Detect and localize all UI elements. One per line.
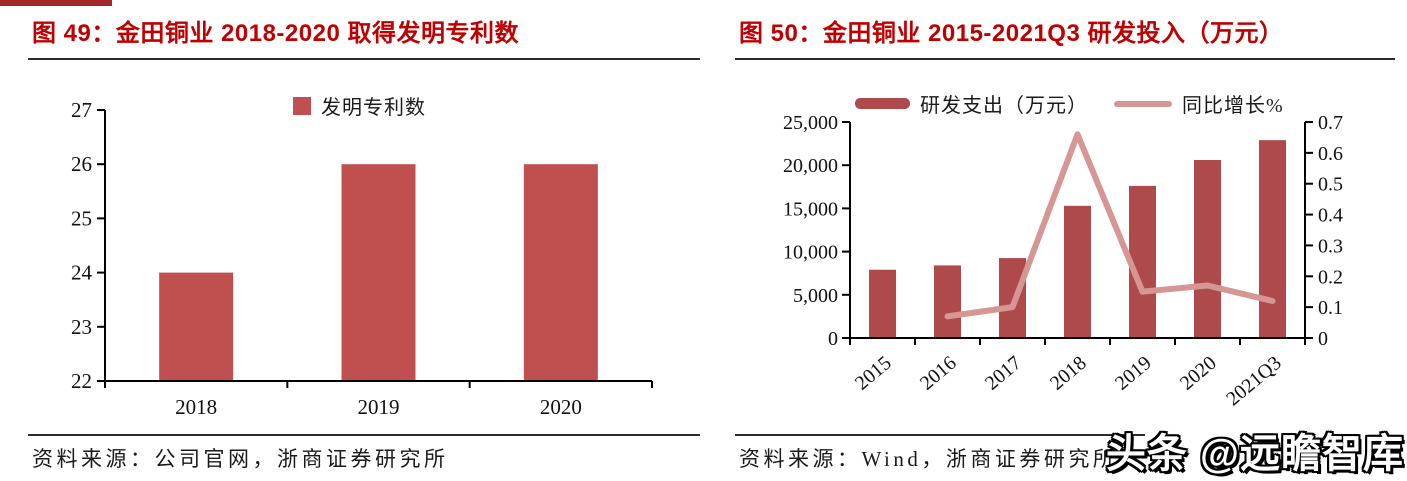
x-tick-label-2019: 2019 xyxy=(1111,352,1156,395)
y-tick-label-27: 27 xyxy=(71,98,92,122)
bar-2018 xyxy=(159,272,234,381)
bar-2018 xyxy=(1064,205,1091,338)
x-tick-label-2015: 2015 xyxy=(851,352,896,395)
x-tick-label-2017: 2017 xyxy=(981,352,1026,395)
figure-49-legend: 发明专利数 xyxy=(293,91,426,120)
rnd-bar-line-chart: 2015 2016 2017 2018 2019 2020 2021Q3 0 5,000 10,0… xyxy=(783,112,1343,410)
left-y-tick-label-10,000: 10,000 xyxy=(783,242,838,264)
figure-50-bottom-rule xyxy=(735,434,1145,436)
right-y-tick-label-0.7: 0.7 xyxy=(1318,112,1343,134)
figure-50-title: 图 50：金田铜业 2015-2021Q3 研发投入（万元） xyxy=(739,20,1284,47)
right-y-tick-label-0: 0 xyxy=(1318,328,1328,350)
growth-line-legend-label: 同比增长% xyxy=(1182,95,1284,117)
figure-50-title-rule xyxy=(735,58,1395,60)
watermark-toutiao-yuanzhan: 头条 @远瞻智库 xyxy=(1105,432,1404,476)
figure-50-legend: 研发支出（万元） 同比增长% xyxy=(855,89,1284,118)
x-tick-label-2020: 2020 xyxy=(540,395,582,419)
growth-line-legend-swatch xyxy=(1114,100,1172,107)
figure-49-bottom-rule xyxy=(28,434,700,436)
right-y-tick-label-0.2: 0.2 xyxy=(1318,266,1343,288)
figure-50-source: 资料来源：Wind，浙商证券研究所 xyxy=(739,447,1118,471)
left-y-tick-label-20,000: 20,000 xyxy=(783,155,838,177)
x-tick-label-2019: 2019 xyxy=(358,395,400,419)
figure-49: 图 49：金田铜业 2018-2020 取得发明专利数 发明专利数 2018 20… xyxy=(28,0,700,481)
left-y-tick-label-25,000: 25,000 xyxy=(783,112,838,134)
y-tick-label-22: 22 xyxy=(71,369,92,393)
bar-2020 xyxy=(523,164,598,381)
figure-49-title-rule xyxy=(28,58,700,60)
figure-49-title: 图 49：金田铜业 2018-2020 取得发明专利数 xyxy=(32,20,519,47)
right-y-tick-label-0.1: 0.1 xyxy=(1318,297,1343,319)
y-tick-label-24: 24 xyxy=(71,261,93,285)
patent-legend-label: 发明专利数 xyxy=(321,97,426,119)
bar-2020 xyxy=(1194,160,1221,338)
bar-2015 xyxy=(869,269,896,338)
y-tick-label-23: 23 xyxy=(71,315,92,339)
patent-bar-chart: 2018 2019 2020 22 23 24 25 26 27 xyxy=(71,98,653,419)
x-tick-label-2020: 2020 xyxy=(1176,352,1221,395)
patent-bar-legend-swatch xyxy=(293,96,311,115)
y-tick-label-25: 25 xyxy=(71,206,92,230)
rnd-spend-legend-label: 研发支出（万元） xyxy=(920,95,1088,117)
right-y-tick-label-0.5: 0.5 xyxy=(1318,174,1343,196)
growth-rate-line xyxy=(944,131,1276,320)
page-top-red-bar xyxy=(0,0,112,6)
left-y-tick-label-5,000: 5,000 xyxy=(793,285,838,307)
figure-49-source: 资料来源：公司官网，浙商证券研究所 xyxy=(32,447,449,471)
bar-2016 xyxy=(934,265,961,338)
bar-2019 xyxy=(1129,185,1156,338)
figure-50: 图 50：金田铜业 2015-2021Q3 研发投入（万元） 研发支出（万元） … xyxy=(735,0,1395,481)
bar-2021Q3 xyxy=(1259,140,1286,338)
x-tick-label-2021Q3: 2021Q3 xyxy=(1222,352,1286,410)
bar-2017 xyxy=(999,258,1026,338)
left-y-tick-label-15,000: 15,000 xyxy=(783,198,838,220)
y-tick-label-26: 26 xyxy=(71,152,92,176)
left-y-tick-label-0: 0 xyxy=(828,328,838,350)
x-tick-label-2018: 2018 xyxy=(175,395,217,419)
right-y-tick-label-0.3: 0.3 xyxy=(1318,235,1343,257)
rnd-spend-legend-swatch xyxy=(855,98,910,109)
right-y-tick-label-0.6: 0.6 xyxy=(1318,143,1343,165)
bar-2019 xyxy=(341,164,416,381)
right-y-tick-label-0.4: 0.4 xyxy=(1318,205,1343,227)
x-tick-label-2016: 2016 xyxy=(916,352,961,395)
x-tick-label-2018: 2018 xyxy=(1046,352,1091,395)
